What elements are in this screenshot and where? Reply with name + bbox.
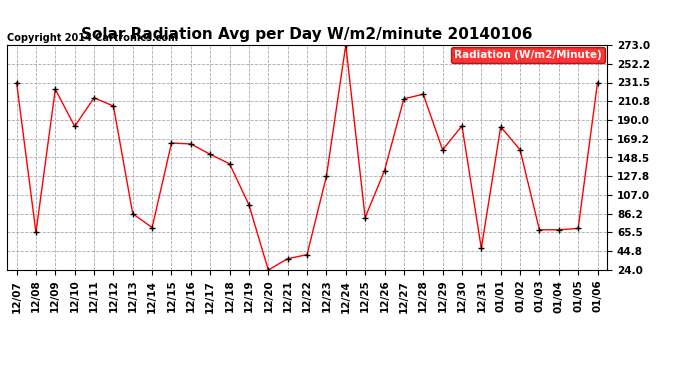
Legend: Radiation (W/m2/Minute): Radiation (W/m2/Minute) xyxy=(451,47,605,63)
Text: Copyright 2014 Cartronics.com: Copyright 2014 Cartronics.com xyxy=(7,33,178,43)
Title: Solar Radiation Avg per Day W/m2/minute 20140106: Solar Radiation Avg per Day W/m2/minute … xyxy=(81,27,533,42)
